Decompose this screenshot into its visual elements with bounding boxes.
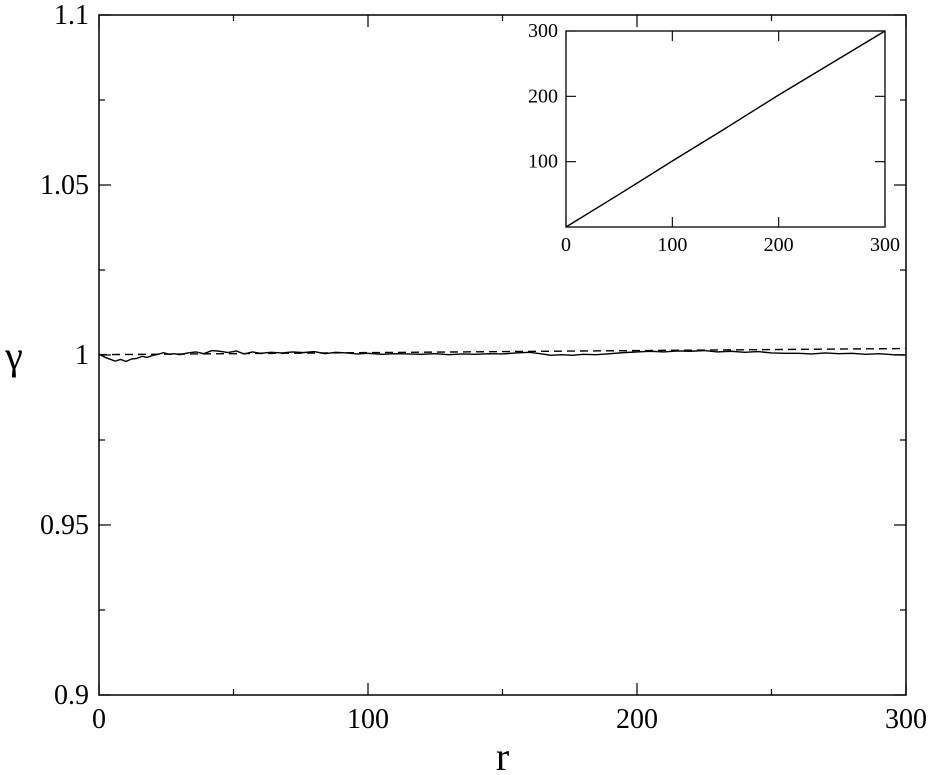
inset-x-tick-label: 0 [561, 234, 571, 256]
inset-y-tick-label: 200 [528, 85, 558, 107]
inset-y-tick-label: 100 [528, 151, 558, 173]
fit-line [98, 347, 907, 356]
y-tick-label: 1.05 [40, 170, 89, 201]
plot-frame [98, 14, 907, 696]
y-axis-title: γ [4, 333, 23, 378]
inset-x-tick-label: 100 [657, 234, 687, 256]
y-tick-label: 1.1 [54, 0, 89, 31]
y-tick-label: 0.95 [40, 510, 89, 541]
y-tick-label: 1 [75, 340, 89, 371]
inset-x-tick-label: 200 [764, 234, 794, 256]
x-tick-label: 100 [347, 704, 389, 735]
x-tick-label: 300 [885, 704, 927, 735]
inset-plot-frame [565, 30, 886, 228]
x-axis-title: r [496, 734, 509, 775]
x-tick-label: 200 [616, 704, 658, 735]
y-tick-label: 0.9 [54, 680, 89, 711]
inset-chart: 0 100 200 300 100 200 300 [528, 20, 900, 256]
main-chart: 0 100 200 300 0.9 0.95 1 1.05 1.1 r γ [4, 0, 927, 775]
x-tick-label: 0 [92, 704, 106, 735]
inset-series-line [565, 30, 886, 228]
inset-x-tick-label: 300 [870, 234, 900, 256]
inset-y-tick-label: 300 [528, 20, 558, 42]
